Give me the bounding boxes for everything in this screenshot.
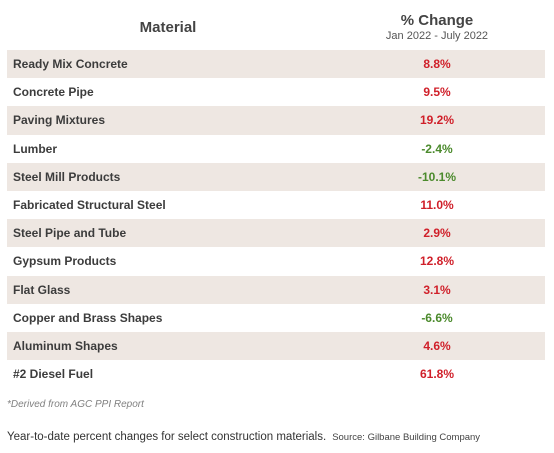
- percent-change-value: 61.8%: [419, 367, 455, 382]
- table-row: #2 Diesel Fuel 61.8%: [7, 360, 545, 388]
- percent-change-value: -10.1%: [417, 169, 457, 184]
- table-row: Ready Mix Concrete 8.8%: [7, 50, 545, 79]
- material-name: Aluminum Shapes: [13, 338, 118, 353]
- material-name: Ready Mix Concrete: [13, 57, 128, 72]
- table-row: Fabricated Structural Steel 11.0%: [7, 191, 545, 219]
- percent-change-value: 4.6%: [423, 338, 451, 353]
- percent-change-value: 19.2%: [419, 113, 455, 128]
- percent-change-value: 12.8%: [419, 254, 455, 269]
- change-header-period: Jan 2022 - July 2022: [385, 30, 489, 42]
- table-row: Copper and Brass Shapes -6.6%: [7, 304, 545, 332]
- caption-text: Year-to-date percent changes for select …: [7, 431, 327, 443]
- percent-change-value: 9.5%: [423, 85, 451, 100]
- percent-change-value: 11.0%: [420, 198, 454, 213]
- table-row: Aluminum Shapes 4.6%: [7, 331, 545, 361]
- table-row: Flat Glass 3.1%: [7, 275, 545, 304]
- table-row: Lumber -2.4%: [7, 135, 545, 163]
- percent-change-value: -2.4%: [421, 141, 453, 156]
- table-row: Concrete Pipe 9.5%: [7, 78, 545, 106]
- material-name: Gypsum Products: [13, 254, 117, 269]
- table-row: Steel Mill Products -10.1%: [7, 162, 545, 191]
- material-name: Fabricated Structural Steel: [13, 198, 166, 213]
- table-header: Material % Change Jan 2022 - July 2022: [7, 5, 545, 50]
- table-row: Steel Pipe and Tube 2.9%: [7, 219, 545, 248]
- percent-change-value: 2.9%: [423, 226, 451, 241]
- material-name: Concrete Pipe: [13, 85, 94, 100]
- percent-change-value: 8.8%: [423, 57, 451, 72]
- footnote: *Derived from AGC PPI Report: [7, 399, 144, 410]
- material-name: #2 Diesel Fuel: [13, 367, 94, 382]
- material-name: Steel Mill Products: [13, 169, 121, 184]
- material-name: Paving Mixtures: [13, 113, 106, 128]
- caption-source: Source: Gilbane Building Company: [332, 432, 481, 443]
- material-name: Steel Pipe and Tube: [13, 226, 127, 241]
- table-row: Gypsum Products 12.8%: [7, 247, 545, 275]
- caption: Year-to-date percent changes for select …: [7, 431, 480, 443]
- materials-table: Material % Change Jan 2022 - July 2022 R…: [7, 5, 545, 388]
- percent-change-value: -6.6%: [421, 310, 453, 325]
- material-name: Copper and Brass Shapes: [13, 310, 163, 325]
- table-body: Ready Mix Concrete 8.8% Concrete Pipe 9.5% P…: [7, 50, 545, 388]
- change-column-header: % Change Jan 2022 - July 2022: [329, 12, 545, 43]
- material-name: Lumber: [13, 141, 58, 156]
- material-column-header: Material: [139, 19, 197, 36]
- material-name: Flat Glass: [13, 282, 71, 297]
- table-row: Paving Mixtures 19.2%: [7, 106, 545, 135]
- percent-change-value: 3.1%: [423, 282, 451, 297]
- change-header-title: % Change: [400, 12, 474, 29]
